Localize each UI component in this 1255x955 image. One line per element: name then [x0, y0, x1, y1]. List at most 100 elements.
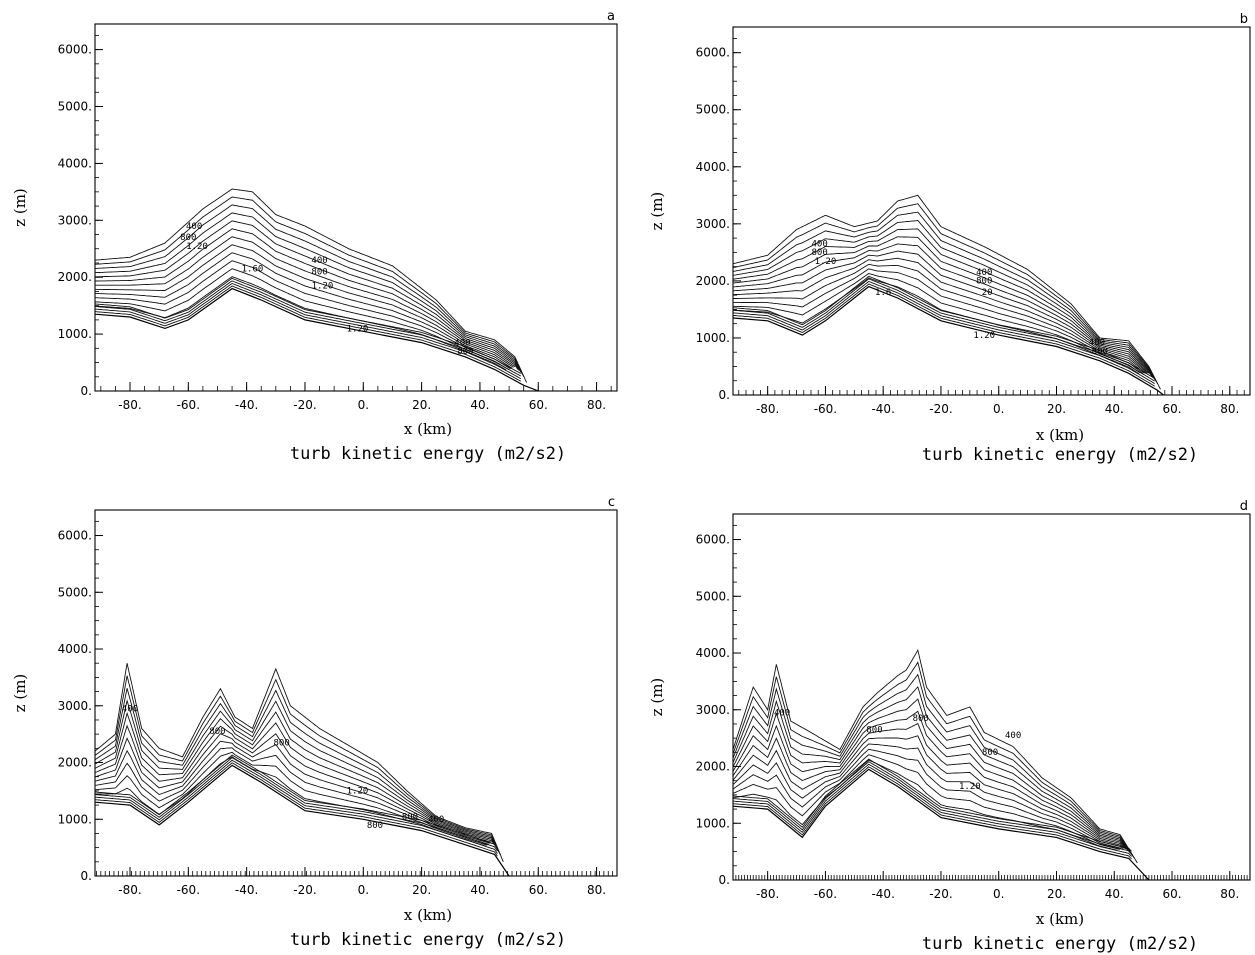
tke-contour	[94, 675, 501, 856]
tke-contour	[732, 763, 1132, 857]
tke-contour	[95, 260, 511, 370]
chart-caption: turb kinetic energy (m2/s2)	[290, 444, 566, 464]
contour-label: 400	[454, 338, 470, 348]
x-tick-label: 0.	[993, 887, 1004, 901]
x-tick-label: 80.	[1220, 887, 1239, 901]
x-tick-label: -20.	[929, 887, 952, 901]
x-tick-label: -20.	[929, 402, 952, 416]
tke-contour	[732, 228, 1154, 379]
y-tick-label: 6000.	[696, 46, 730, 60]
contour-label: 400	[976, 268, 992, 278]
tke-contour	[94, 722, 495, 846]
x-tick-label: 0.	[358, 883, 369, 897]
contour-label: 1.20	[312, 282, 334, 292]
y-tick-label: 3000.	[696, 703, 730, 717]
contour-label: 800	[209, 727, 225, 737]
tke-contour	[94, 699, 498, 850]
x-tick-label: -80.	[756, 402, 779, 416]
tke-contour	[732, 275, 1155, 379]
contour-label: 800	[866, 725, 882, 735]
panel-c: c -80. -60. -40. -20. 0. 20. 40. 60. 80. 0. 1000. 20…	[11, 495, 618, 950]
x-tick-label: -40.	[235, 398, 258, 412]
x-tick-label: 40.	[470, 398, 489, 412]
tke-contour	[732, 766, 1132, 860]
chart-caption: turb kinetic energy (m2/s2)	[290, 930, 566, 950]
tke-contour	[94, 285, 522, 382]
tke-contour	[732, 722, 1127, 850]
tke-contour	[732, 278, 1155, 382]
tke-contour	[94, 757, 498, 852]
contour-label: 800	[1092, 347, 1108, 357]
y-tick-label: 5000.	[696, 589, 730, 603]
tke-contour	[732, 754, 1121, 850]
terrain-line	[732, 768, 1150, 881]
y-tick-label: 6000.	[58, 43, 92, 57]
y-tick-label: 4000.	[58, 156, 92, 170]
chart-caption: turb kinetic energy (m2/s2)	[922, 934, 1198, 954]
contour-label: 800	[367, 821, 383, 831]
panel-d: d -80. -60. -40. -20. 0. 20. 40. 60. 80. 0. 1000. 20…	[648, 499, 1251, 954]
y-axis-label: z (m)	[648, 678, 666, 717]
contour-label: 1.20	[815, 257, 837, 267]
x-tick-label: 60.	[529, 398, 548, 412]
tke-contour	[732, 257, 1147, 374]
tke-contour	[732, 211, 1157, 382]
panel-letter: a	[607, 9, 615, 24]
tke-contour	[732, 661, 1135, 859]
contour-label: 400	[1005, 731, 1021, 741]
tke-contour	[732, 735, 1125, 849]
x-tick-label: 20.	[412, 883, 431, 897]
y-tick-label: 2000.	[696, 274, 730, 288]
tke-contour	[94, 244, 514, 368]
tke-contour	[94, 663, 504, 862]
x-tick-label: 60.	[1162, 402, 1181, 416]
y-axis-label: z (m)	[648, 192, 666, 231]
tke-contour	[94, 277, 522, 374]
x-axis-label: x (km)	[1036, 910, 1084, 928]
contour-label: 400	[311, 256, 327, 266]
tke-contour	[94, 759, 498, 854]
x-tick-label: 0.	[358, 398, 369, 412]
contour-label: 1.6	[875, 288, 891, 298]
x-tick-label: -60.	[814, 402, 837, 416]
x-tick-label: -80.	[756, 887, 779, 901]
contour-label: 400	[1089, 338, 1105, 348]
x-tick-label: 80.	[1220, 402, 1239, 416]
tke-contour	[94, 740, 491, 844]
contour-label: 800	[913, 714, 929, 724]
tke-contour	[732, 220, 1156, 380]
contour-label: 1.20	[347, 324, 369, 334]
tke-contour	[95, 268, 510, 371]
tke-contour	[95, 212, 522, 373]
panel-letter: c	[608, 495, 615, 510]
tke-contour	[94, 188, 528, 383]
x-tick-label: 40.	[1105, 402, 1124, 416]
chart-caption: turb kinetic energy (m2/s2)	[922, 445, 1198, 465]
tke-contour	[732, 243, 1150, 374]
tke-contour	[732, 236, 1153, 377]
y-tick-label: 0.	[81, 869, 92, 883]
contour-label: 400	[812, 240, 828, 250]
tke-contour	[733, 268, 1144, 374]
plot-frame	[94, 23, 618, 392]
tke-contour	[732, 761, 1132, 855]
x-tick-label: 60.	[1162, 887, 1181, 901]
y-tick-label: 1000.	[696, 816, 730, 830]
contour-label: 1.20	[347, 787, 369, 797]
y-tick-label: 6000.	[58, 529, 92, 543]
tke-contour	[732, 748, 1122, 850]
panel-b: b -80. -60. -40. -20. 0. 20. 40. 60. 80. 0. 1000. 20…	[648, 12, 1251, 465]
x-tick-label: -80.	[118, 398, 141, 412]
contour-label: 800	[812, 248, 828, 258]
tke-contour	[95, 220, 520, 371]
x-tick-label: -60.	[814, 887, 837, 901]
x-tick-label: -40.	[235, 883, 258, 897]
x-tick-label: 80.	[587, 883, 606, 897]
contour-label: 400	[774, 708, 790, 718]
y-tick-label: 4000.	[696, 646, 730, 660]
contour-label: 1.20	[959, 782, 981, 792]
tke-contour	[732, 203, 1158, 385]
tke-contour	[733, 273, 1141, 374]
x-tick-label: -60.	[177, 398, 200, 412]
tke-contour	[94, 283, 522, 379]
